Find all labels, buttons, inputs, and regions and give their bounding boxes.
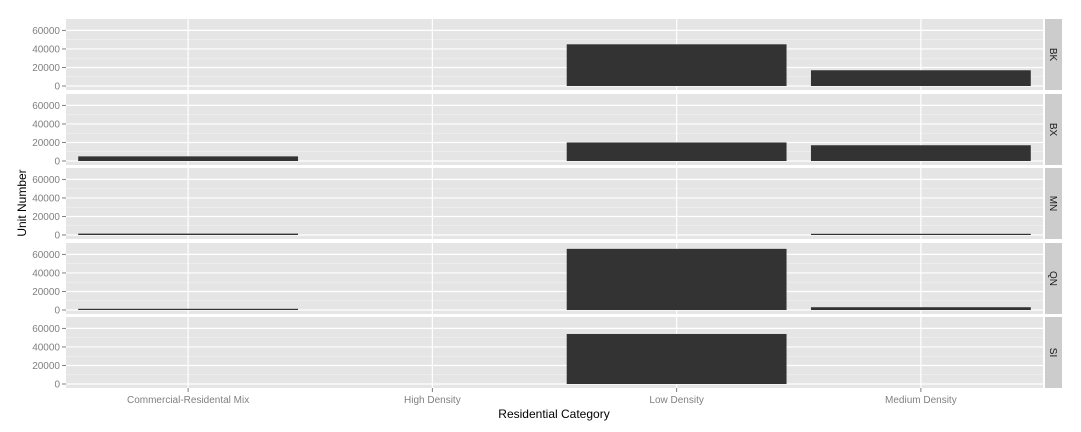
facet-strip [1045,94,1062,165]
facet-strip [1045,317,1062,388]
y-tick-label: 60000 [32,101,60,112]
panel-background [66,243,1043,314]
bar-bk-2 [566,44,787,86]
y-tick-label: 20000 [32,138,60,149]
facet-panel-qn: 0 20000 40000 60000 QN [32,243,1062,317]
facet-strip [1045,19,1062,90]
y-tick-label: 0 [54,231,60,242]
facet-panels: 0 20000 40000 60000 BK 0 20000 40000 60000 BX 0 200… [32,19,1062,391]
facet-strip [1045,168,1062,239]
panel-background [66,317,1043,388]
bar-bx-3 [810,145,1031,161]
facet-panel-si: 0 20000 40000 60000 SI [32,317,1062,391]
y-tick-label: 40000 [32,342,60,353]
panel-background [66,168,1043,239]
y-tick-label: 0 [54,380,60,391]
facet-strip-label: SI [1047,348,1058,357]
x-tick-label: Low Density [649,395,703,406]
bar-mn-0 [78,233,299,235]
y-tick-label: 0 [54,306,60,317]
facet-strip-label: MN [1047,196,1058,212]
bar-qn-2 [566,248,787,310]
y-tick-label: 60000 [32,250,60,261]
facet-panel-mn: 0 20000 40000 60000 MN [32,168,1062,242]
bar-qn-3 [810,307,1031,310]
y-axis-title: Unit Number [15,169,29,236]
facet-strip-label: QN [1047,271,1058,286]
bar-qn-0 [78,308,299,310]
facet-strip [1045,243,1062,314]
y-tick-label: 60000 [32,26,60,37]
bar-bx-0 [78,156,299,161]
x-tick-label: Commercial-Residental Mix [127,395,249,406]
y-tick-label: 0 [54,157,60,168]
y-tick-label: 20000 [32,212,60,223]
y-tick-label: 60000 [32,175,60,186]
y-tick-label: 20000 [32,361,60,372]
facet-panel-bx: 0 20000 40000 60000 BX [32,94,1062,168]
bar-si-2 [566,333,787,384]
x-axis-ticks: Commercial-Residental Mix High Density Low… [127,388,957,406]
x-tick-label: Medium Density [885,395,957,406]
y-tick-label: 40000 [32,193,60,204]
facet-panel-bk: 0 20000 40000 60000 BK [32,19,1062,93]
bar-bx-2 [566,142,787,161]
y-tick-label: 60000 [32,324,60,335]
x-tick-label: High Density [404,395,461,406]
y-tick-label: 40000 [32,119,60,130]
y-tick-label: 0 [54,82,60,93]
y-tick-label: 20000 [32,287,60,298]
bar-bk-3 [810,70,1031,86]
facet-strip-label: BX [1047,123,1058,137]
bar-mn-3 [810,233,1031,235]
y-tick-label: 40000 [32,44,60,55]
y-tick-label: 40000 [32,268,60,279]
y-tick-label: 20000 [32,63,60,74]
x-axis-title: Residential Category [498,407,609,421]
facet-strip-label: BK [1047,48,1058,62]
